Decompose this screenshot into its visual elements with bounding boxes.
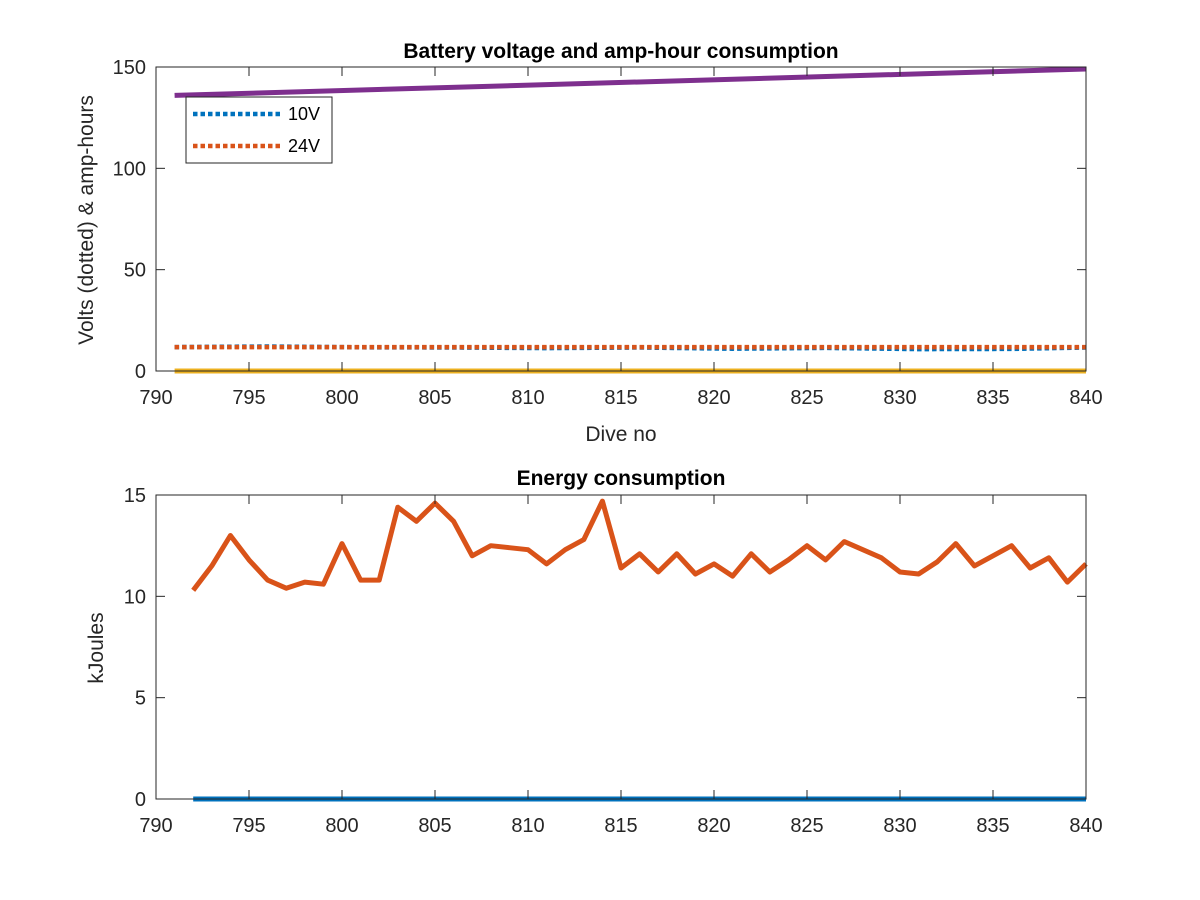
voltage-x-axis-label: Dive no bbox=[585, 423, 656, 446]
voltage-y-ticks: 0 50 100 150 bbox=[113, 57, 1086, 383]
voltage-chart-title: Battery voltage and amp-hour consumption bbox=[403, 40, 838, 63]
voltage-y-axis-label: Volts (dotted) & amp-hours bbox=[75, 95, 98, 345]
legend-box bbox=[185, 96, 333, 164]
energy-y-tick-label: 15 bbox=[124, 485, 146, 507]
energy-x-tick-label: 840 bbox=[1069, 815, 1102, 837]
energy-x-tick-label: 820 bbox=[697, 815, 730, 837]
series-energy bbox=[191, 498, 1088, 592]
energy-y-tick-label: 10 bbox=[124, 586, 146, 608]
voltage-x-tick-label: 820 bbox=[697, 387, 730, 409]
energy-x-tick-label: 825 bbox=[790, 815, 823, 837]
voltage-y-tick-label: 100 bbox=[113, 158, 146, 180]
energy-plot: 790 795 800 805 810 815 820 825 830 835 840 0 5 10 15… bbox=[85, 467, 1103, 837]
legend-label-10v: 10V bbox=[288, 104, 320, 124]
energy-x-tick-label: 835 bbox=[976, 815, 1009, 837]
legend-label-24v: 24V bbox=[288, 136, 320, 156]
energy-x-tick-label: 805 bbox=[418, 815, 451, 837]
energy-x-tick-label: 830 bbox=[883, 815, 916, 837]
voltage-x-tick-label: 805 bbox=[418, 387, 451, 409]
voltage-x-tick-label: 790 bbox=[139, 387, 172, 409]
energy-y-tick-label: 5 bbox=[135, 688, 146, 710]
voltage-x-tick-label: 835 bbox=[976, 387, 1009, 409]
voltage-x-tick-label: 815 bbox=[604, 387, 637, 409]
energy-x-tick-label: 800 bbox=[325, 815, 358, 837]
energy-y-ticks: 0 5 10 15 bbox=[124, 485, 1086, 811]
voltage-x-tick-label: 795 bbox=[232, 387, 265, 409]
energy-x-tick-label: 790 bbox=[139, 815, 172, 837]
voltage-y-tick-label: 0 bbox=[135, 361, 146, 383]
voltage-x-tick-label: 840 bbox=[1069, 387, 1102, 409]
voltage-x-tick-label: 800 bbox=[325, 387, 358, 409]
voltage-y-tick-label: 50 bbox=[124, 260, 146, 282]
series-amp-hours-b bbox=[174, 66, 1087, 98]
energy-y-tick-label: 0 bbox=[135, 789, 146, 811]
voltage-y-tick-label: 150 bbox=[113, 57, 146, 79]
energy-chart-title: Energy consumption bbox=[517, 467, 726, 490]
energy-x-tick-label: 810 bbox=[511, 815, 544, 837]
voltage-x-tick-label: 825 bbox=[790, 387, 823, 409]
voltage-x-tick-label: 810 bbox=[511, 387, 544, 409]
voltage-x-ticks: 790 795 800 805 810 815 820 825 830 835 840 bbox=[139, 67, 1103, 409]
energy-x-tick-label: 815 bbox=[604, 815, 637, 837]
energy-x-ticks: 790 795 800 805 810 815 820 825 830 835 840 bbox=[139, 495, 1103, 837]
voltage-legend: 10V 24V bbox=[185, 96, 333, 164]
voltage-x-tick-label: 830 bbox=[883, 387, 916, 409]
energy-y-axis-label: kJoules bbox=[85, 612, 108, 683]
energy-x-tick-label: 795 bbox=[232, 815, 265, 837]
voltage-plot: 790 795 800 805 810 815 820 825 830 835 840 0 50 100… bbox=[75, 40, 1103, 446]
